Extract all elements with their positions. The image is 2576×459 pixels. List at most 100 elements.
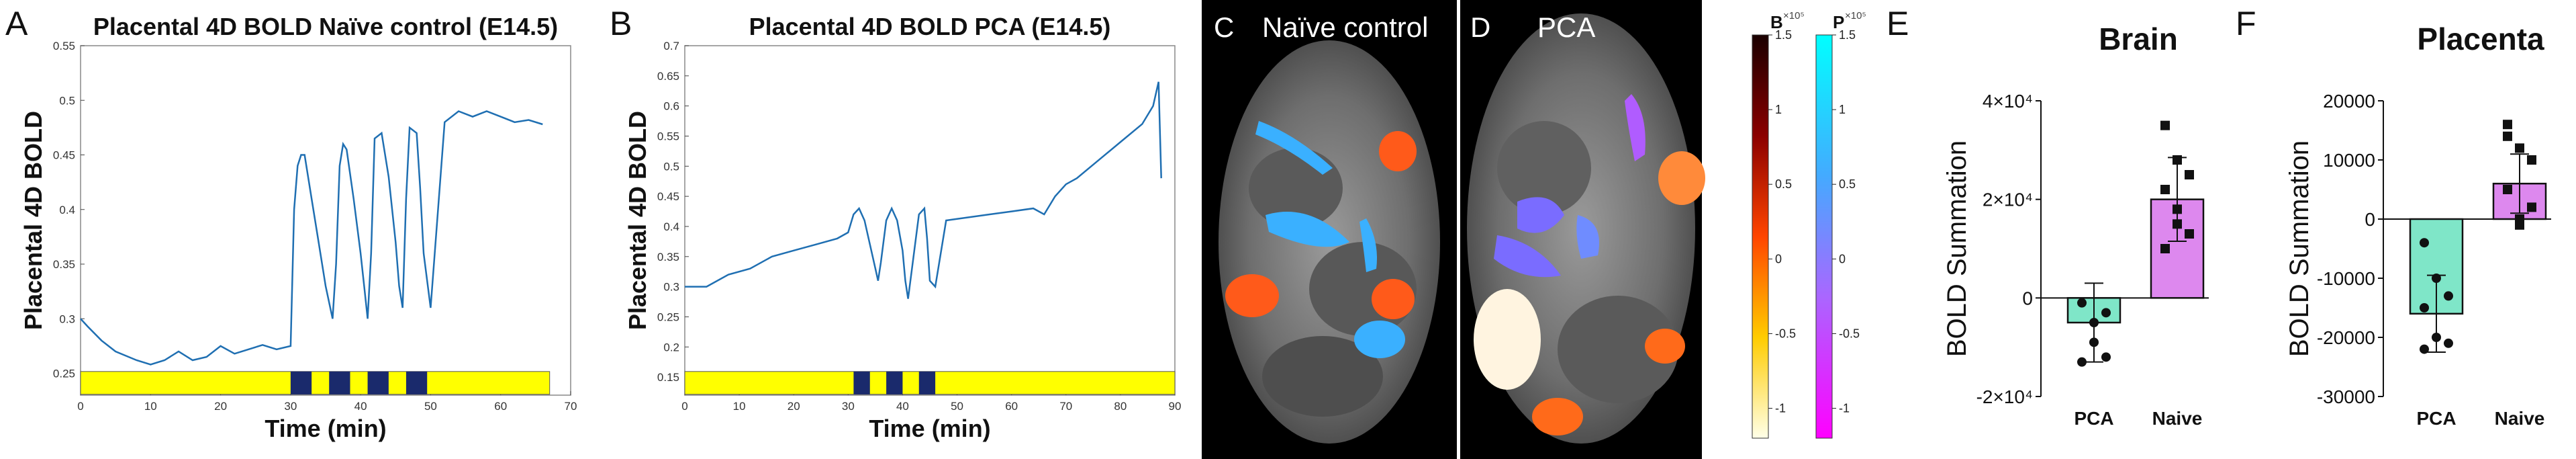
y-tick-label: 0.65 xyxy=(657,70,679,83)
chart-title: Placenta xyxy=(2417,22,2544,56)
data-point xyxy=(2160,185,2170,194)
panel-a: A Placental 4D BOLD Naïve control (E14.5)… xyxy=(0,0,591,459)
colorbar-p-ticks: 1.5 1 0.5 0 -0.5 -1 xyxy=(1832,28,1860,415)
mri-c-organ xyxy=(1262,336,1383,417)
stimulus-block xyxy=(329,371,350,394)
data-point xyxy=(2503,185,2512,194)
chart-title: Brain xyxy=(2099,22,2178,56)
chart-title: Placental 4D BOLD PCA (E14.5) xyxy=(749,13,1111,40)
x-tick-label: 10 xyxy=(144,400,157,413)
y-tick-label: 0.45 xyxy=(657,190,679,203)
data-point xyxy=(2173,219,2182,229)
category-label: Naive xyxy=(2152,408,2203,429)
stimulus-block xyxy=(406,371,428,394)
y-tick-label: 0.55 xyxy=(657,130,679,142)
colorbar-tick-label: -1 xyxy=(1775,402,1786,415)
y-tick-label: 0.4 xyxy=(59,204,75,216)
data-point xyxy=(2160,244,2170,253)
y-tick-label: 20000 xyxy=(2323,91,2375,112)
y-tick-label: -10000 xyxy=(2317,268,2375,289)
bold-series-line xyxy=(685,81,1162,299)
y-axis-label: BOLD Summation xyxy=(2285,140,2314,357)
data-point xyxy=(2515,143,2524,153)
y-tick-label: -20000 xyxy=(2317,327,2375,348)
stimulus-bar xyxy=(80,371,551,395)
y-tick-label: 0.7 xyxy=(663,40,679,52)
mri-d-region-purple xyxy=(1494,235,1561,278)
plot-area xyxy=(684,45,1176,396)
mri-d-region-orange xyxy=(1658,151,1705,205)
y-tick-label: 0.4 xyxy=(663,220,679,233)
data-point xyxy=(2185,170,2194,179)
mri-c-title: Naïve control xyxy=(1262,11,1428,43)
y-tick-label: 0.3 xyxy=(663,281,679,294)
bold-series-line xyxy=(80,110,543,366)
colorbar-b-ticks: 1.5 1 0.5 0 -0.5 -1 xyxy=(1768,28,1796,415)
panel-letter-c: C xyxy=(1214,11,1234,43)
data-point xyxy=(2527,202,2536,212)
category-label: Naive xyxy=(2495,408,2545,429)
data-point xyxy=(2160,120,2170,130)
plot-area xyxy=(80,45,571,396)
x-tick-label: 70 xyxy=(1059,400,1072,413)
mri-d-region-purple xyxy=(1517,197,1564,233)
data-point xyxy=(2089,318,2099,327)
panel-letter: E xyxy=(1887,5,1909,42)
x-tick-label: 60 xyxy=(1005,400,1018,413)
stimulus-block xyxy=(886,371,903,394)
mri-c-region-blue xyxy=(1266,212,1349,247)
colorbar-b-exponent: ×10⁵ xyxy=(1783,10,1805,22)
data-point xyxy=(2420,238,2429,248)
category-label: PCA xyxy=(2074,408,2113,429)
data-point xyxy=(2515,214,2524,224)
data-point xyxy=(2077,357,2087,367)
x-tick-label: 40 xyxy=(896,400,909,413)
mri-d-organ xyxy=(1558,296,1678,403)
colorbar-tick-label: 0.5 xyxy=(1839,177,1856,191)
y-tick-label: 10000 xyxy=(2323,150,2375,171)
x-tick-label: 70 xyxy=(565,400,577,413)
mri-c-region-orange xyxy=(1372,279,1415,319)
stimulus-block xyxy=(918,371,936,394)
chart-a: A Placental 4D BOLD Naïve control (E14.5)… xyxy=(5,5,577,442)
x-tick-label: 30 xyxy=(842,400,855,413)
y-tick-label: 0.25 xyxy=(657,310,679,323)
y-tick-label: 0 xyxy=(2022,288,2033,308)
data-point xyxy=(2089,337,2099,347)
colorbar-b xyxy=(1752,34,1769,439)
data-point xyxy=(2444,338,2453,348)
mri-d-region-purple xyxy=(1625,94,1645,161)
y-tick-label: 0 xyxy=(2365,209,2375,230)
x-tick-label: 90 xyxy=(1169,400,1182,413)
y-tick-label: 0.35 xyxy=(657,251,679,263)
data-point xyxy=(2173,155,2182,165)
data-point xyxy=(2420,303,2429,312)
panel-f: F Placenta BOLD Summation -30000 -20000 -1000… xyxy=(2229,0,2576,459)
data-point xyxy=(2101,352,2111,362)
colorbar-tick-label: 0 xyxy=(1775,252,1782,265)
data-point xyxy=(2077,298,2087,308)
x-tick-label: 30 xyxy=(284,400,297,413)
y-axis-label: BOLD Summation xyxy=(1942,140,1972,357)
panel-letter: F xyxy=(2236,5,2256,42)
mri-d-region-orange xyxy=(1645,329,1685,364)
colorbar-tick-label: -0.5 xyxy=(1775,327,1796,340)
panel-mri: C Naïve control D PCA B ×10⁵ 1.5 1 0.5 0 -0.… xyxy=(1202,0,1873,459)
y-tick-label: 0.2 xyxy=(663,341,679,353)
colorbar-tick-label: 1.5 xyxy=(1775,28,1792,42)
data-point xyxy=(2101,308,2111,318)
mri-c-region-orange xyxy=(1225,274,1279,317)
colorbar-tick-label: 0 xyxy=(1839,252,1846,265)
mri-c-region-orange xyxy=(1379,131,1417,171)
x-tick-label: 20 xyxy=(214,400,227,413)
y-tick-label: -30000 xyxy=(2317,386,2375,407)
colorbar-tick-label: -0.5 xyxy=(1839,327,1860,340)
y-tick-label: 0.25 xyxy=(53,368,75,380)
x-tick-label: 50 xyxy=(424,400,437,413)
panel-b: B Placental 4D BOLD PCA (E14.5) 0 10 20 30 40 5… xyxy=(604,0,1195,459)
colorbar-b-title: B xyxy=(1770,12,1783,32)
data-point xyxy=(2503,131,2512,141)
mri-d-title: PCA xyxy=(1537,11,1595,43)
chart-title: Placental 4D BOLD Naïve control (E14.5) xyxy=(93,13,558,40)
colorbar-tick-label: 1 xyxy=(1775,103,1782,116)
